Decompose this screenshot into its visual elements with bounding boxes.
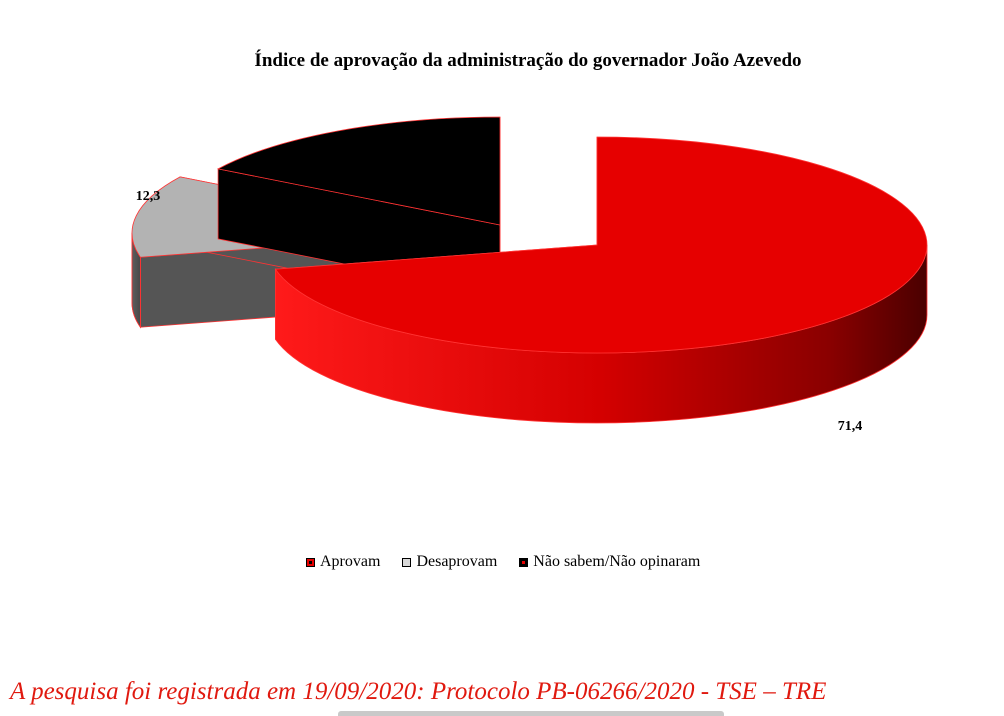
legend-swatch-nao-sabem	[519, 557, 529, 567]
registration-note: A pesquisa foi registrada em 19/09/2020:…	[10, 678, 827, 705]
chart-legend: Aprovam Desaprovam Não sabem/Não opinara…	[306, 553, 700, 571]
legend-label-aprovam: Aprovam	[320, 553, 381, 570]
legend-item-nao-sabem: Não sabem/Não opinaram	[519, 553, 700, 571]
legend-label-nao-sabem: Não sabem/Não opinaram	[533, 553, 701, 570]
legend-item-aprovam: Aprovam	[306, 553, 380, 571]
value-label-aprovam: 71,4	[838, 419, 863, 434]
value-label-desaprovam: 12,3	[136, 189, 161, 204]
scrollbar[interactable]	[338, 711, 724, 716]
value-label-nao-sabem: 16,3	[369, 137, 394, 152]
legend-swatch-desaprovam	[402, 557, 412, 567]
legend-item-desaprovam: Desaprovam	[402, 553, 497, 571]
chart-title: Índice de aprovação da administração do …	[254, 50, 802, 71]
pie-slice-aprovam	[274, 136, 928, 424]
legend-swatch-aprovam	[306, 557, 315, 567]
legend-label-desaprovam: Desaprovam	[416, 553, 498, 570]
